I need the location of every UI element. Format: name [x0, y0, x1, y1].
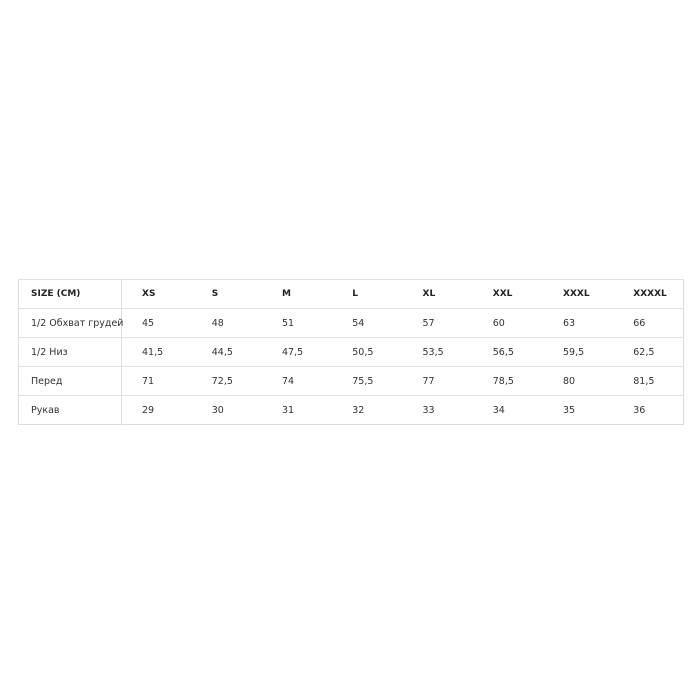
size-header: XXXXL — [613, 279, 684, 309]
size-header: XXXL — [543, 279, 614, 309]
measure-cell: 60 — [472, 308, 543, 338]
measure-cell: 35 — [543, 395, 614, 425]
size-table: SIZE (CM) XS S M L XL XXL XXXL XXXXL 1/2 Обхват … — [18, 279, 684, 425]
table-row: Перед 71 72,5 74 75,5 77 78,5 80 81,5 — [18, 366, 684, 396]
measure-cell: 71 — [121, 366, 192, 396]
table-body: 1/2 Обхват грудей 45 48 51 54 57 60 63 66 1/2 Низ… — [18, 308, 684, 425]
measure-cell: 75,5 — [332, 366, 403, 396]
measure-cell: 59,5 — [543, 337, 614, 367]
size-header: XXL — [472, 279, 543, 309]
measure-cell: 31 — [262, 395, 333, 425]
measure-cell: 53,5 — [402, 337, 473, 367]
measure-cell: 77 — [402, 366, 473, 396]
table-row: Рукав 29 30 31 32 33 34 35 36 — [18, 395, 684, 425]
measure-cell: 56,5 — [472, 337, 543, 367]
size-header: L — [332, 279, 403, 309]
measure-cell: 33 — [402, 395, 473, 425]
header-row: SIZE (CM) XS S M L XL XXL XXXL XXXXL — [18, 279, 684, 309]
row-label: 1/2 Низ — [18, 337, 122, 367]
measure-cell: 29 — [121, 395, 192, 425]
measure-cell: 44,5 — [191, 337, 262, 367]
measure-cell: 63 — [543, 308, 614, 338]
measure-cell: 48 — [191, 308, 262, 338]
measure-cell: 50,5 — [332, 337, 403, 367]
row-label: Перед — [18, 366, 122, 396]
measure-cell: 57 — [402, 308, 473, 338]
row-label: 1/2 Обхват грудей — [18, 308, 123, 338]
measure-cell: 74 — [262, 366, 333, 396]
measure-cell: 34 — [472, 395, 543, 425]
measure-cell: 45 — [121, 308, 192, 338]
table-row: 1/2 Низ 41,5 44,5 47,5 50,5 53,5 56,5 59,5 62,5 — [18, 337, 684, 367]
measure-cell: 80 — [543, 366, 614, 396]
corner-header: SIZE (CM) — [18, 279, 122, 309]
size-header: M — [262, 279, 333, 309]
row-label: Рукав — [18, 395, 122, 425]
size-header: XS — [121, 279, 192, 309]
measure-cell: 78,5 — [472, 366, 543, 396]
measure-cell: 51 — [262, 308, 333, 338]
measure-cell: 81,5 — [613, 366, 684, 396]
size-header: XL — [402, 279, 473, 309]
measure-cell: 62,5 — [613, 337, 684, 367]
measure-cell: 47,5 — [262, 337, 333, 367]
measure-cell: 36 — [613, 395, 684, 425]
table-row: 1/2 Обхват грудей 45 48 51 54 57 60 63 66 — [18, 308, 684, 338]
measure-cell: 32 — [332, 395, 403, 425]
measure-cell: 41,5 — [121, 337, 192, 367]
measure-cell: 72,5 — [191, 366, 262, 396]
measure-cell: 30 — [191, 395, 262, 425]
measure-cell: 54 — [332, 308, 403, 338]
measure-cell: 66 — [613, 308, 684, 338]
size-header: S — [191, 279, 262, 309]
